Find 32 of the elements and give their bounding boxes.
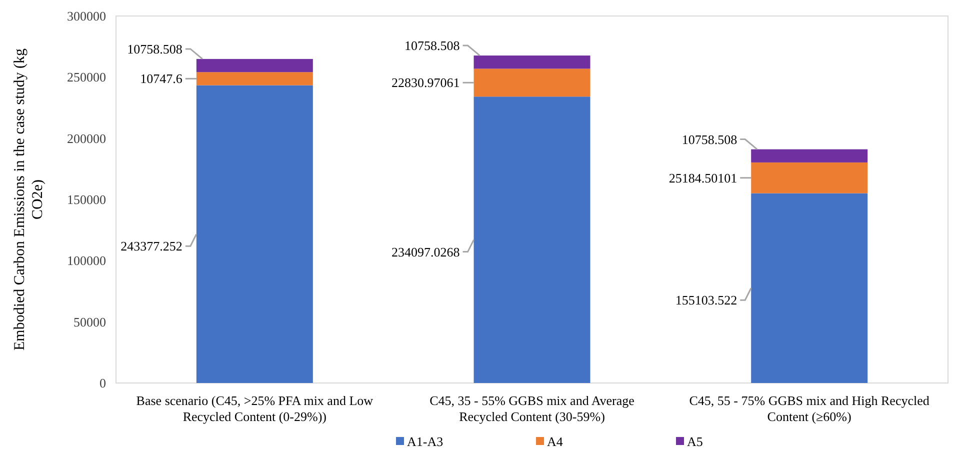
bar <box>751 149 868 162</box>
data-label: 155103.522 <box>675 292 738 308</box>
y-tick-label: 200000 <box>67 130 106 146</box>
x-tick-label: C45, 55 - 75% GGBS mix and High Recycled Content (≥60%) <box>689 393 930 424</box>
y-tick-label: 100000 <box>67 253 106 268</box>
bar <box>196 58 313 72</box>
legend-label: A5 <box>687 434 703 449</box>
data-label: 243377.252 <box>120 238 182 254</box>
bar <box>474 68 590 97</box>
y-axis-title: Embodied Carbon Emissions in the case study (kg CO2e) <box>12 48 46 351</box>
y-tick-label: 50000 <box>74 314 106 330</box>
y-tick-label: 250000 <box>67 70 106 85</box>
x-tick-label: C45, 35 - 55% GGBS mix and Average Recycled Content (30-59%) <box>430 393 635 424</box>
x-tick-label: Base scenario (C45, >25% PFA mix and Low Recycled Content (0-29%)) <box>136 393 374 424</box>
bar <box>196 72 313 86</box>
bar <box>474 56 590 69</box>
y-tick-label: 0 <box>100 376 106 391</box>
bar <box>751 193 868 383</box>
data-label: 10758.508 <box>682 132 738 147</box>
legend-label: A1-A3 <box>407 434 444 449</box>
data-label: 234097.0268 <box>392 244 460 260</box>
legend-label: A4 <box>547 434 564 449</box>
bar <box>474 96 590 383</box>
bar <box>751 162 868 194</box>
data-label: 10758.508 <box>127 42 182 57</box>
data-label: 10747.6 <box>140 71 183 86</box>
data-label: 25184.50101 <box>668 170 738 186</box>
bar <box>196 85 313 383</box>
y-tick-label: 300000 <box>67 8 106 24</box>
data-label: 22830.97061 <box>392 75 460 90</box>
data-label: 10758.508 <box>404 38 460 54</box>
y-tick-label: 150000 <box>67 192 106 208</box>
